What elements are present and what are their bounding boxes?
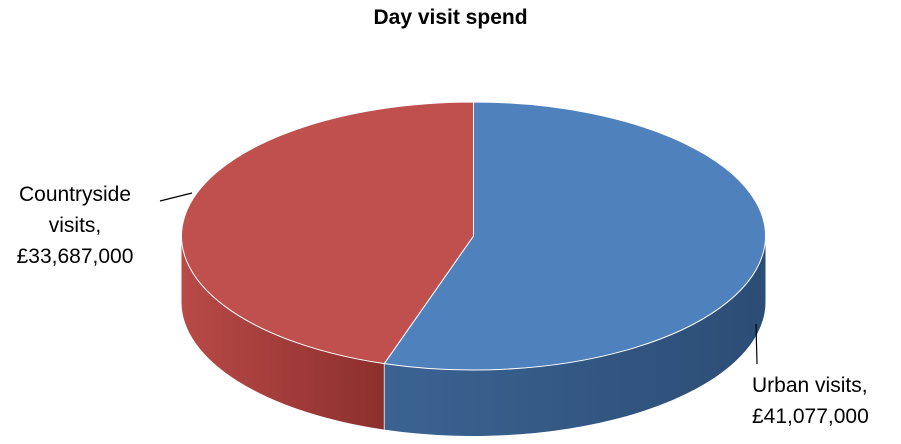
slice-label-line: Urban visits,: [752, 374, 868, 397]
pie-slice-side: [384, 236, 766, 436]
pie-sides: [181, 236, 766, 436]
pie-slice: [383, 101, 766, 371]
slice-label: Urban visits, £41,077,000: [752, 374, 869, 428]
pie-slice: [181, 101, 474, 365]
pie-slice-side: [181, 236, 385, 430]
chart-title: Day visit spend: [373, 6, 528, 29]
slice-label-line: £41,077,000: [752, 405, 869, 428]
leader-line: [159, 192, 193, 202]
slice-label: Countryside visits, £33,687,000: [17, 183, 134, 268]
slice-label-line: £33,687,000: [17, 245, 134, 268]
pie-tops: [181, 101, 766, 371]
pie-labels: Urban visits, £41,077,000 Countryside visit…: [17, 183, 869, 428]
slice-label-line: visits,: [49, 214, 102, 237]
slice-label-line: Countryside: [19, 183, 131, 206]
leader-line: [755, 323, 758, 365]
